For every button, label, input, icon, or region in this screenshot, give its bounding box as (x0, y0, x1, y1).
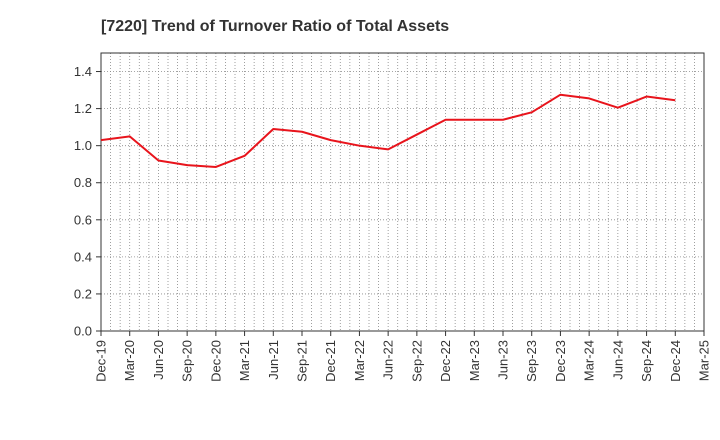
y-tick-label: 0.0 (74, 324, 92, 339)
x-tick-label: Jun-21 (266, 340, 281, 380)
y-tick-label: 0.8 (74, 175, 92, 190)
plot-frame (100, 52, 705, 332)
y-tick-label: 1.4 (74, 64, 92, 79)
x-tick-label: Dec-20 (208, 340, 223, 382)
x-tick-label: Mar-25 (697, 340, 712, 381)
x-tick-label: Mar-23 (467, 340, 482, 381)
y-axis: 0.0 0.2 0.4 0.6 0.8 1.0 1.2 1.4 (74, 64, 101, 339)
y-tick-label: 0.2 (74, 286, 92, 301)
x-tick-label: Sep-23 (524, 340, 539, 382)
x-tick-label: Dec-23 (553, 340, 568, 382)
x-tick-label: Mar-21 (237, 340, 252, 381)
chart-title: [7220] Trend of Turnover Ratio of Total … (101, 18, 449, 35)
series-line (100, 93, 676, 168)
x-tick-label: Sep-20 (180, 340, 195, 382)
x-tick-label: Dec-19 (94, 340, 109, 382)
y-tick-label: 0.4 (74, 249, 92, 264)
x-tick-label: Mar-24 (582, 340, 597, 381)
x-tick-label: Sep-22 (409, 340, 424, 382)
x-tick-label: Mar-22 (352, 340, 367, 381)
x-tick-label: Sep-21 (295, 340, 310, 382)
series-layer (100, 93, 676, 168)
y-tick-label: 1.2 (74, 101, 92, 116)
x-tick-label: Mar-20 (122, 340, 137, 381)
x-tick-label: Dec-22 (438, 340, 453, 382)
y-tick-label: 0.6 (74, 212, 92, 227)
grid (101, 53, 704, 331)
x-tick-label: Dec-24 (668, 340, 683, 382)
x-tick-label: Dec-21 (323, 340, 338, 382)
y-tick-label: 1.0 (74, 138, 92, 153)
x-tick-label: Jun-20 (151, 340, 166, 380)
x-tick-label: Jun-22 (381, 340, 396, 380)
x-axis: Dec-19 Mar-20 Jun-20 Sep-20 Dec-20 Mar-21 Jun-… (94, 331, 712, 382)
x-tick-label: Sep-24 (639, 340, 654, 382)
x-tick-label: Jun-23 (496, 340, 511, 380)
x-tick-label: Jun-24 (610, 340, 625, 380)
